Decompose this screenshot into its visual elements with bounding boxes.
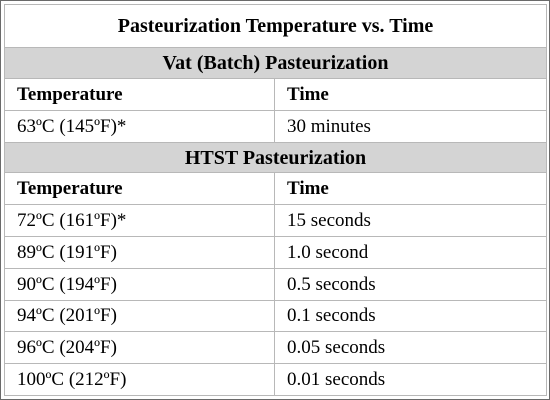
time-cell: 0.01 seconds — [273, 363, 548, 396]
table-row: 100ºC (212ºF) 0.01 seconds — [4, 363, 548, 396]
table-row: 96ºC (204ºF) 0.05 seconds — [4, 331, 548, 365]
temperature-cell: 72ºC (161ºF)* — [4, 204, 275, 237]
column-header-time: Time — [273, 78, 548, 111]
column-header-time: Time — [273, 172, 548, 206]
section-title-vat: Vat (Batch) Pasteurization — [3, 47, 548, 80]
temperature-cell: 90ºC (194ºF) — [4, 267, 275, 301]
temperature-cell: 94ºC (201ºF) — [4, 299, 275, 333]
time-cell: 30 minutes — [273, 109, 548, 143]
header-row-htst: Temperature Time — [4, 172, 548, 206]
temperature-cell: 96ºC (204ºF) — [4, 331, 275, 365]
section-row-htst: HTST Pasteurization — [3, 141, 548, 174]
time-cell: 1.0 second — [273, 236, 548, 269]
section-row-vat: Vat (Batch) Pasteurization — [3, 47, 548, 80]
time-cell: 15 seconds — [273, 204, 548, 237]
header-row-vat: Temperature Time — [4, 78, 548, 111]
temperature-cell: 100ºC (212ºF) — [4, 363, 275, 396]
table-title: Pasteurization Temperature vs. Time — [3, 3, 548, 49]
temperature-cell: 63ºC (145ºF)* — [4, 109, 275, 143]
temperature-cell: 89ºC (191ºF) — [4, 236, 275, 269]
title-row: Pasteurization Temperature vs. Time — [3, 3, 548, 49]
time-cell: 0.05 seconds — [273, 331, 548, 365]
table-row: 89ºC (191ºF) 1.0 second — [4, 236, 548, 269]
column-header-temperature: Temperature — [4, 172, 275, 206]
time-cell: 0.5 seconds — [273, 267, 548, 301]
table-row: 90ºC (194ºF) 0.5 seconds — [4, 267, 548, 301]
table-row: 94ºC (201ºF) 0.1 seconds — [4, 299, 548, 333]
time-cell: 0.1 seconds — [273, 299, 548, 333]
pasteurization-table: Pasteurization Temperature vs. Time Vat … — [3, 3, 548, 396]
table-row: 72ºC (161ºF)* 15 seconds — [4, 204, 548, 237]
table-row: 63ºC (145ºF)* 30 minutes — [4, 109, 548, 143]
section-title-htst: HTST Pasteurization — [3, 141, 548, 174]
column-header-temperature: Temperature — [4, 78, 275, 111]
